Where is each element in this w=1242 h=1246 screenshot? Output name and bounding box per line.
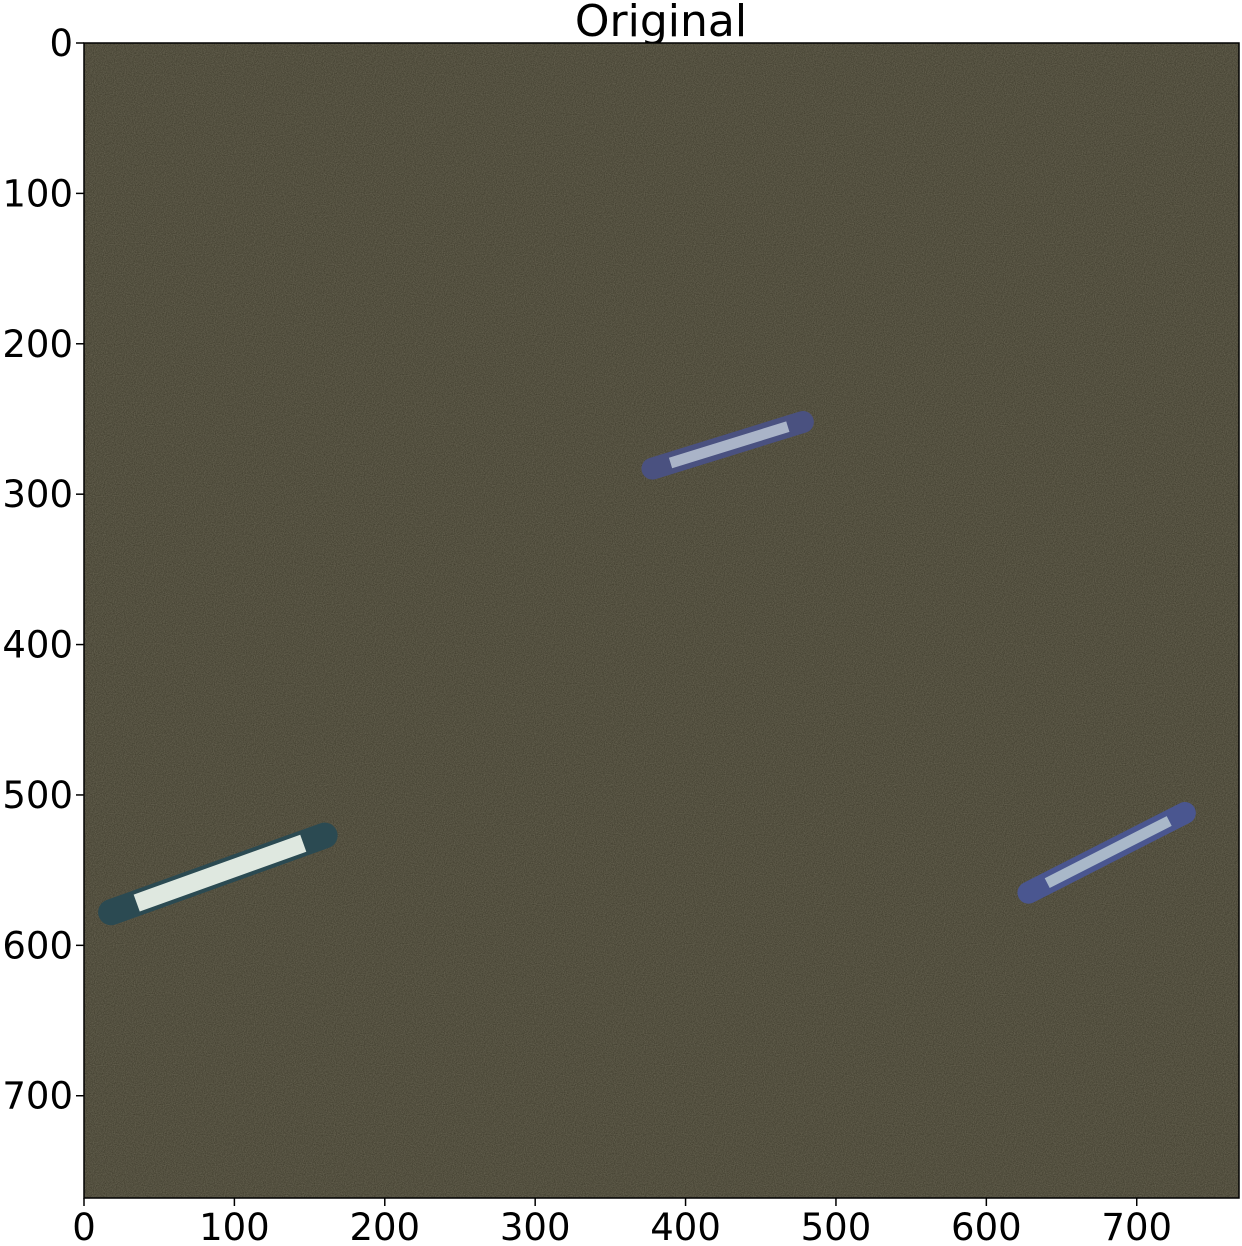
ship-deck [1044,816,1172,889]
ship-bottom-right [1017,802,1196,904]
y-tick-label: 700 [2,1075,73,1118]
ships [98,410,1196,926]
water-texture [84,43,1239,1198]
y-tick-label: 200 [2,323,73,366]
y-tick-label: 300 [2,473,73,516]
y-tick-label: 0 [49,22,73,65]
x-axis: 0 100 200 300 400 500 600 700 [72,1198,1172,1246]
x-tick-label: 700 [1101,1206,1172,1246]
y-tick-label: 100 [2,172,73,215]
x-tick-label: 600 [951,1206,1022,1246]
y-tick-label: 400 [2,624,73,667]
x-tick-label: 300 [500,1206,571,1246]
ship-deck [133,834,307,912]
image-area [84,43,1239,1198]
y-tick-label: 500 [2,774,73,817]
ship-top-center [641,410,814,480]
x-tick-label: 500 [801,1206,872,1246]
x-tick-label: 400 [650,1206,721,1246]
y-tick-label: 600 [2,924,73,967]
x-tick-label: 0 [72,1206,96,1246]
y-axis: 0 100 200 300 400 500 600 700 [2,22,84,1118]
plot-title: Original [575,0,747,47]
axes-frame [83,42,1240,1199]
x-tick-label: 100 [199,1206,270,1246]
ship-bottom-left [98,822,338,926]
x-tick-label: 200 [349,1206,420,1246]
ship-deck [668,421,790,469]
